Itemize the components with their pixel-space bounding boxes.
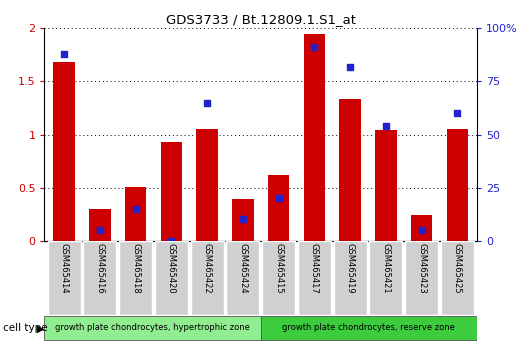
Bar [44,316,260,340]
Text: growth plate chondrocytes, reserve zone: growth plate chondrocytes, reserve zone [282,323,456,332]
Point [417,227,426,233]
Bar [260,316,477,340]
Bar [298,241,331,315]
Point [453,110,461,116]
Bar [375,130,396,241]
Bar [304,34,325,241]
Point [275,195,283,201]
Bar [268,175,289,241]
Point [167,238,176,244]
Text: GSM465422: GSM465422 [202,243,212,293]
Bar [405,241,438,315]
Text: GSM465421: GSM465421 [381,243,390,293]
Bar [191,241,223,315]
Text: GSM465417: GSM465417 [310,243,319,294]
Bar [226,241,259,315]
Point [203,100,211,105]
Text: GSM465424: GSM465424 [238,243,247,293]
Bar [411,215,433,241]
Bar [48,241,81,315]
Point [238,217,247,222]
Text: GSM465420: GSM465420 [167,243,176,293]
Text: GSM465415: GSM465415 [274,243,283,293]
Point [310,45,319,50]
Bar [369,241,402,315]
Point [346,64,354,69]
Bar [334,241,367,315]
Text: GSM465419: GSM465419 [346,243,355,293]
Bar [447,129,468,241]
Text: growth plate chondrocytes, hypertrophic zone: growth plate chondrocytes, hypertrophic … [55,323,250,332]
Text: ▶: ▶ [37,323,44,333]
Bar [196,129,218,241]
Bar [83,241,116,315]
Bar [155,241,188,315]
Text: GSM465425: GSM465425 [453,243,462,293]
Point [131,206,140,212]
Title: GDS3733 / Bt.12809.1.S1_at: GDS3733 / Bt.12809.1.S1_at [166,13,356,26]
Text: GSM465414: GSM465414 [60,243,69,293]
Bar [125,187,146,241]
Text: cell type: cell type [3,323,47,333]
Bar [53,62,75,241]
Bar [119,241,152,315]
Bar [161,142,182,241]
Bar [89,209,110,241]
Point [60,51,69,57]
Text: GSM465416: GSM465416 [95,243,105,294]
Text: GSM465418: GSM465418 [131,243,140,294]
Bar [262,241,295,315]
Text: GSM465423: GSM465423 [417,243,426,294]
Bar [232,199,254,241]
Point [382,123,390,129]
Point [96,227,104,233]
Bar [441,241,474,315]
Bar [339,99,361,241]
